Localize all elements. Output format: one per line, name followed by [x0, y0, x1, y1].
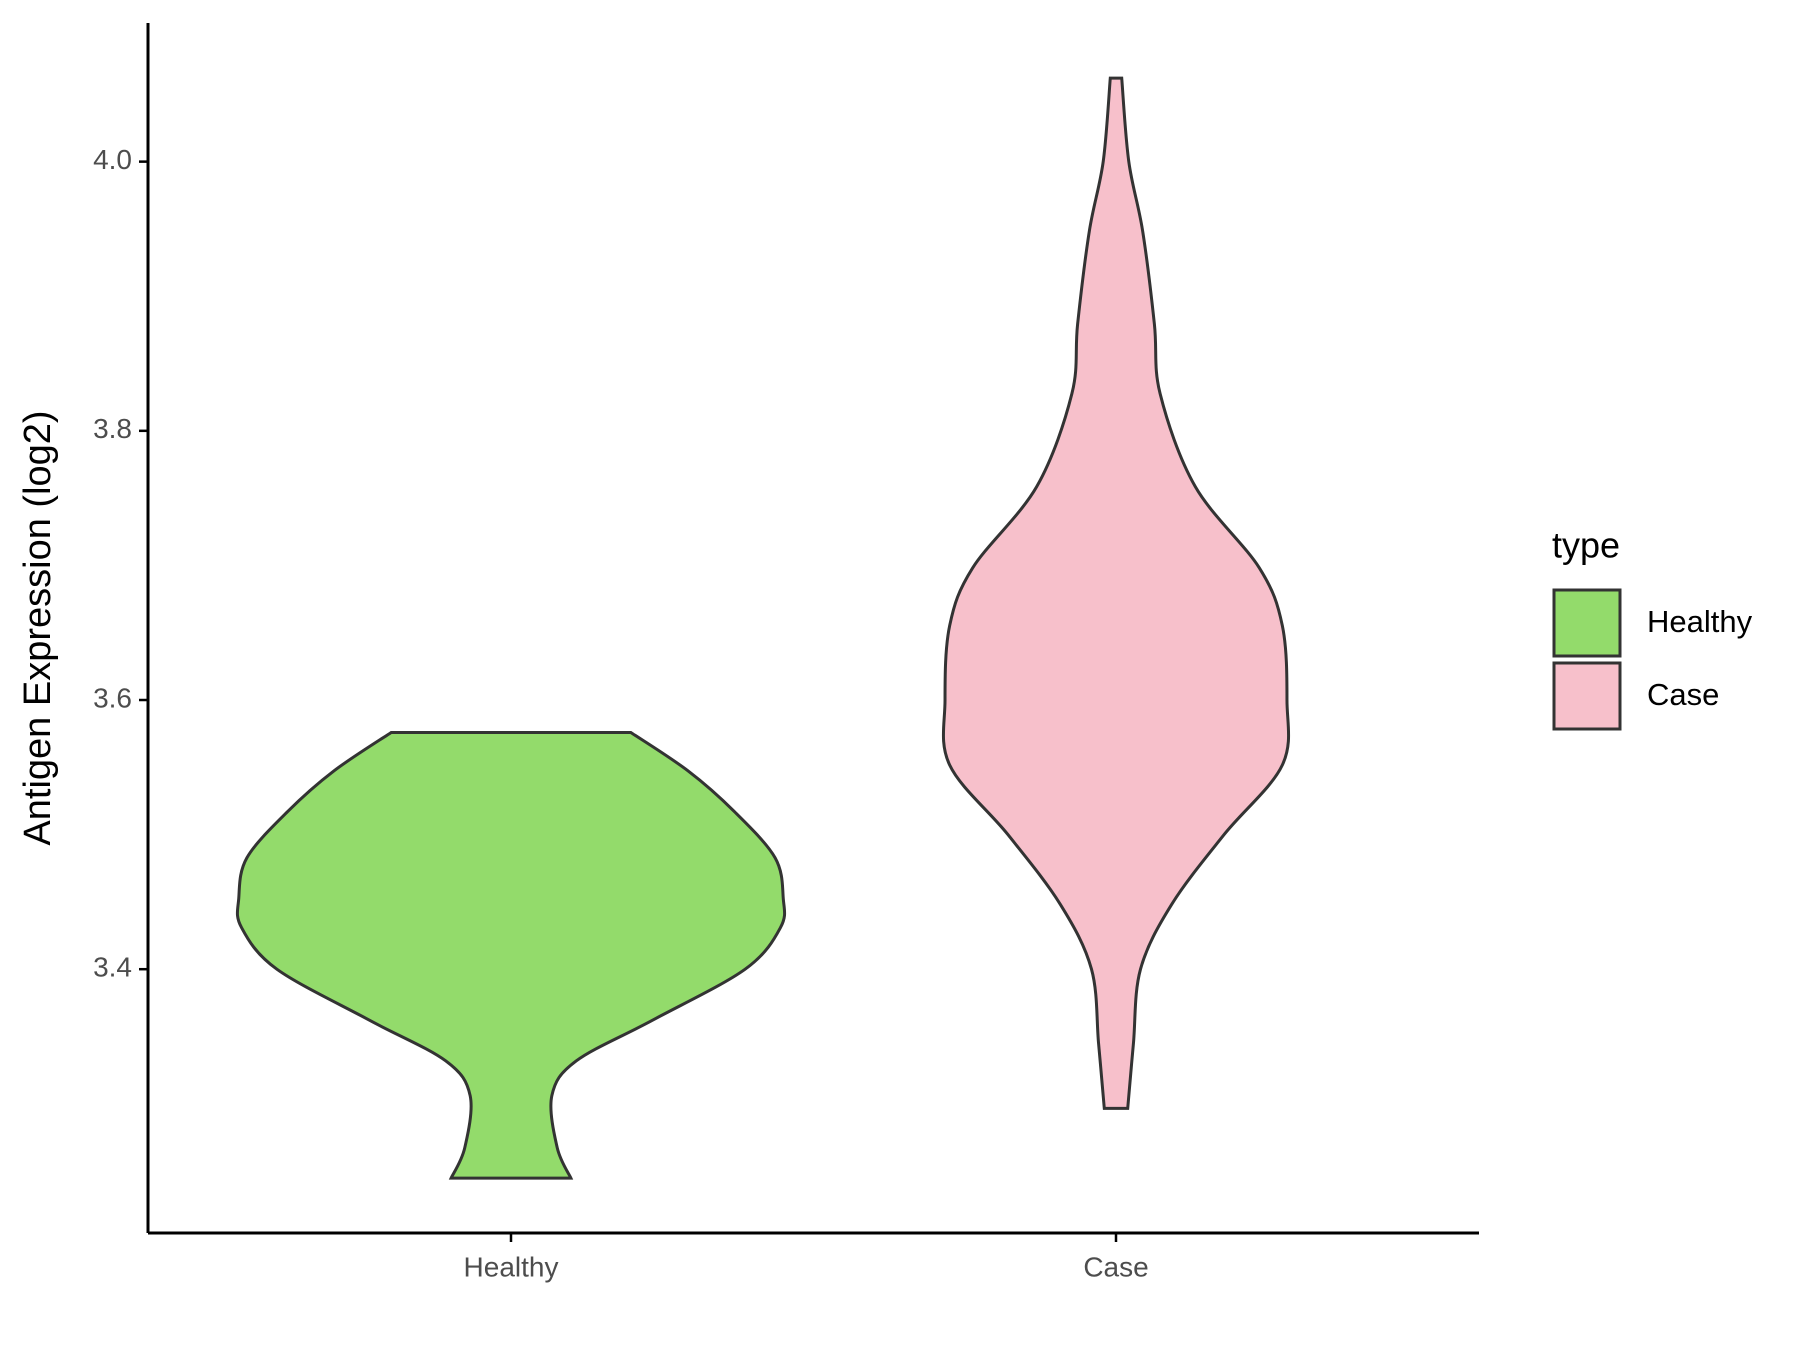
violin [941, 76, 1291, 1110]
y-tick-label: 3.6 [93, 682, 132, 713]
legend-label: Healthy [1647, 604, 1753, 639]
x-tick-label: Case [1083, 1251, 1148, 1282]
y-tick-label: 3.4 [93, 952, 132, 983]
y-axis-label: Antigen Expression (log2) [17, 410, 59, 845]
legend-label: Case [1647, 677, 1719, 712]
legend-key [1552, 661, 1622, 731]
legend-title: type [1552, 525, 1620, 566]
y-tick-label: 4.0 [93, 144, 132, 175]
legend-key [1552, 588, 1622, 658]
y-tick-label: 3.8 [93, 413, 132, 444]
x-tick-label: Healthy [464, 1251, 559, 1282]
violin [235, 730, 787, 1180]
